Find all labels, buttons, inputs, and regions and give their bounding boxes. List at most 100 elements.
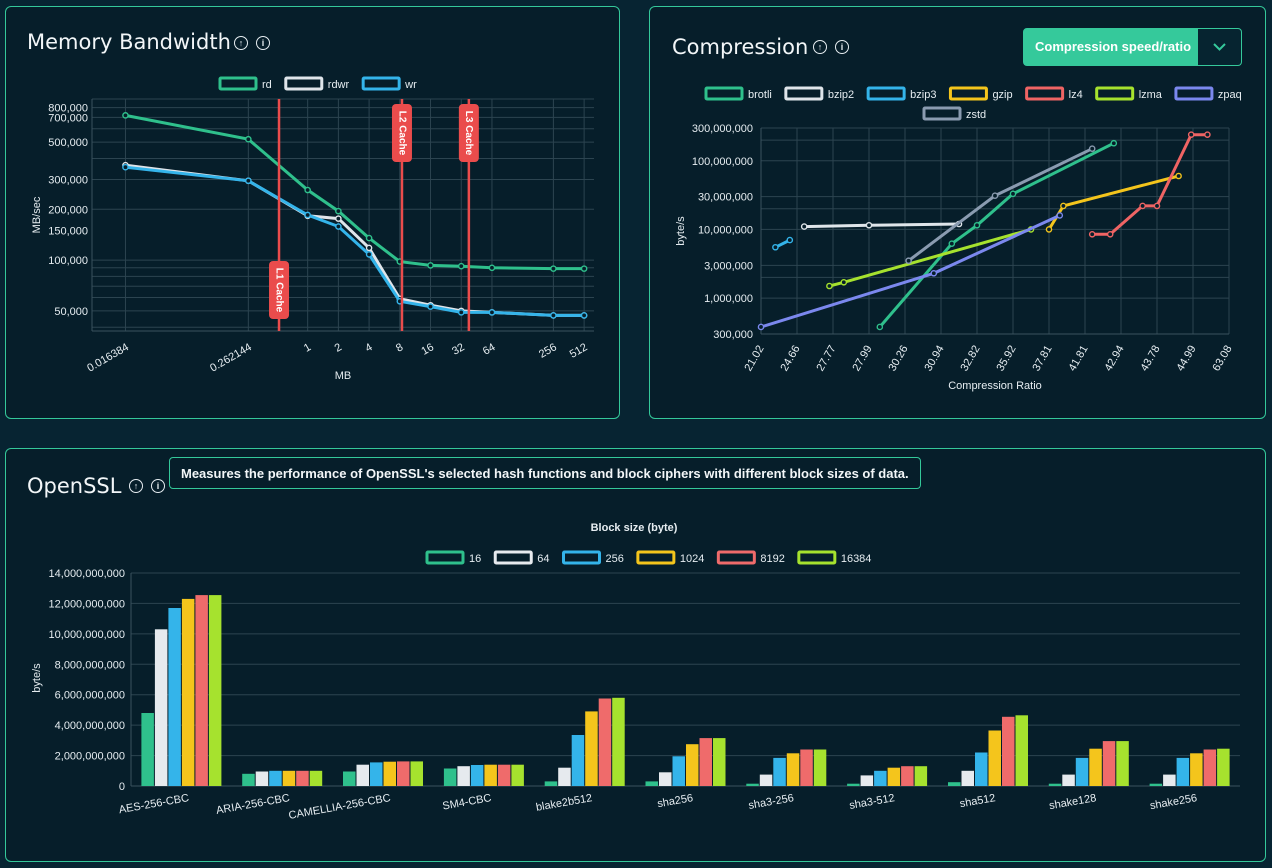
legend-swatch-gzip [948,86,988,101]
x-tick-label: shake256 [1149,792,1198,812]
bar-256 [1075,757,1089,786]
y-tick-label: 4,000,000,000 [55,720,125,732]
bar-16 [242,773,255,786]
data-point-zstd [1088,145,1096,152]
bar-16384 [1015,715,1028,786]
openssl-chart: 0 2,000,000,000 4,000,000,000 6,000,000,000… [31,522,1240,822]
memory-bandwidth-title: Memory Bandwidth [27,30,231,54]
legend-label-zpaq: zpaq [1218,89,1242,101]
data-point-rd [427,262,434,269]
data-point-lz4 [1187,131,1195,138]
bar-1024 [383,761,396,786]
bar-64 [659,772,672,786]
compression-panel [649,6,1266,419]
data-point-brotli [1009,190,1017,198]
bar-64 [759,774,773,786]
legend-label-16: 16 [469,553,481,565]
bar-1024 [786,753,800,786]
legend-swatch-zpaq [1174,86,1214,101]
legend-swatch-rd [218,76,258,91]
data-point-rd [122,112,129,119]
legend-swatch-bzip3 [866,86,906,101]
legend-label-256: 256 [606,553,624,565]
legend-label-rdwr: rdwr [328,79,350,91]
bar-16384 [410,761,423,786]
arrow-up-icon[interactable]: ↑ [813,40,827,54]
bar-16384 [1217,748,1230,786]
x-tick-label: 41.81 [1066,344,1090,374]
x-tick-label: 44.99 [1174,344,1198,374]
data-point-wr [122,163,129,171]
x-tick-label: 2 [333,341,344,354]
y-tick-label: 3,000,000 [704,260,753,272]
bar-64 [1062,774,1075,786]
arrow-up-icon[interactable]: ↑ [234,36,248,50]
bar-8192 [195,595,208,786]
data-point-lz4 [1088,230,1096,238]
legend-swatch-lzma [1095,86,1135,101]
data-point-gzip [1175,172,1182,180]
x-tick-label: 42.94 [1102,344,1126,374]
bar-256 [1176,757,1190,786]
bar-64 [558,767,571,786]
bar-1024 [1190,753,1203,786]
x-tick-label: CAMELLIA-256-CBC [288,792,392,822]
legend-swatch-zstd [922,106,962,121]
x-tick-label: 32.82 [958,344,982,374]
data-point-brotli [948,240,956,247]
legend-swatch-bzip2 [784,86,824,101]
info-icon[interactable]: i [151,479,165,493]
x-tick-label: 512 [568,341,590,361]
y-tick-label: 800,000 [48,103,88,115]
compression-mode-select[interactable]: Compression speed/ratio [1023,28,1242,66]
legend-swatch-256 [562,550,601,565]
bar-256 [269,770,282,786]
bar-16 [443,768,457,786]
x-tick-label: 21.02 [742,344,766,374]
data-point-rd [550,265,557,272]
bar-16 [544,781,558,786]
data-point-zstd [905,257,912,265]
arrow-up-icon[interactable]: ↑ [129,479,143,493]
bar-256 [975,752,988,786]
x-tick-label: 24.66 [778,344,802,374]
openssl-description-tooltip: Measures the performance of OpenSSL's se… [169,457,921,489]
bar-1024 [181,598,195,786]
y-tick-label: 0 [119,781,125,793]
series-line-bzip2 [804,222,960,229]
bar-16 [141,713,154,786]
x-tick-label: 1 [302,341,313,354]
compression-chart: 300,000 1,000,000 3,000,000 10,000,000 30,00… [675,86,1242,392]
bar-64 [255,771,269,786]
series-line-wr [125,165,585,317]
info-icon[interactable]: i [835,40,849,54]
bar-1024 [484,764,497,786]
bar-64 [154,629,168,786]
y-tick-label: 1,000,000 [704,293,753,305]
bar-8192 [800,749,813,786]
data-point-rd [580,265,588,272]
bar-1024 [282,770,296,786]
legend-swatch-lz4 [1025,86,1065,101]
info-icon[interactable]: i [256,36,270,50]
chevron-down-icon[interactable] [1198,29,1241,65]
legend-swatch-8192 [716,550,756,565]
data-point-wr [550,312,557,319]
y-tick-label: 2,000,000,000 [55,751,125,763]
x-tick-label: 64 [481,341,498,358]
bar-256 [370,762,383,786]
compression-title: Compression [672,35,809,59]
bar-16384 [914,766,928,786]
legend-swatch-brotli [704,86,744,101]
x-tick-label: 4 [363,341,374,354]
data-point-rd [488,264,496,272]
series-line-zpaq [760,214,1061,329]
data-point-wr [335,223,342,230]
data-point-zpaq [757,323,765,331]
compression-mode-label: Compression speed/ratio [1035,39,1192,54]
bar-8192 [699,738,712,786]
data-point-wr [304,211,311,219]
bar-8192 [1102,741,1116,786]
legend-label-lzma: lzma [1139,89,1163,101]
data-point-rd [245,135,252,143]
